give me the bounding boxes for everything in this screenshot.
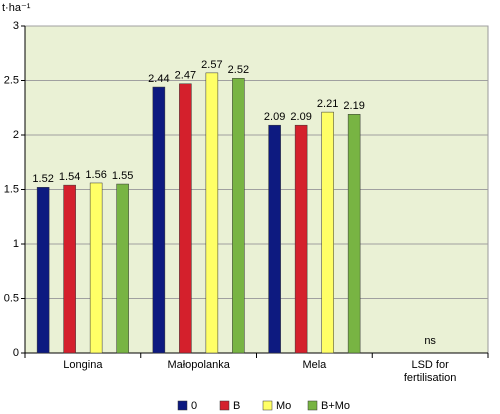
value-label: 2.57 xyxy=(201,59,222,71)
x-tick-label: LSD for fertilisation xyxy=(403,359,457,384)
y-tick-label: 0 xyxy=(13,347,19,359)
value-label: 2.44 xyxy=(148,73,169,85)
bar xyxy=(116,183,129,354)
bar xyxy=(179,83,192,354)
x-tick-label: Longina xyxy=(63,359,103,371)
value-label: 1.56 xyxy=(85,169,106,181)
bar xyxy=(294,124,308,354)
bar xyxy=(63,184,76,354)
value-label: 1.52 xyxy=(32,173,53,185)
bar xyxy=(321,111,334,354)
y-tick-label: 2 xyxy=(13,129,19,141)
value-label: 1.55 xyxy=(112,170,133,182)
bar xyxy=(152,86,166,354)
y-tick-label: 1.5 xyxy=(4,183,19,195)
value-label: 1.54 xyxy=(59,171,80,183)
value-label: 2.47 xyxy=(175,70,196,82)
y-tick-label: 1 xyxy=(13,238,19,250)
legend-swatch xyxy=(177,400,188,411)
value-label: 2.09 xyxy=(290,111,311,123)
value-label: 2.52 xyxy=(228,64,249,76)
legend-label: B xyxy=(233,400,240,412)
y-tick-label: 0.5 xyxy=(4,292,19,304)
value-label: 2.19 xyxy=(343,100,364,112)
bar xyxy=(205,72,219,354)
annotation: ns xyxy=(424,335,436,347)
legend-label: B+Mo xyxy=(321,400,350,412)
legend-swatch xyxy=(219,400,230,411)
legend-swatch xyxy=(262,400,273,411)
x-tick-label: Mela xyxy=(302,359,327,371)
y-tick-label: 3 xyxy=(13,20,19,32)
x-tick-label: Małopolanka xyxy=(167,359,230,371)
bar xyxy=(268,124,281,354)
legend-label: 0 xyxy=(191,400,197,412)
value-label: 2.09 xyxy=(264,111,285,123)
y-tick-label: 2.5 xyxy=(4,74,19,86)
bar xyxy=(232,78,245,354)
value-label: 2.21 xyxy=(317,98,338,110)
bar xyxy=(89,182,103,354)
legend-swatch xyxy=(307,400,318,411)
y-axis-label: t·ha⁻¹ xyxy=(2,2,31,14)
bar xyxy=(347,114,361,354)
legend-label: Mo xyxy=(276,400,291,412)
bar xyxy=(36,187,50,354)
